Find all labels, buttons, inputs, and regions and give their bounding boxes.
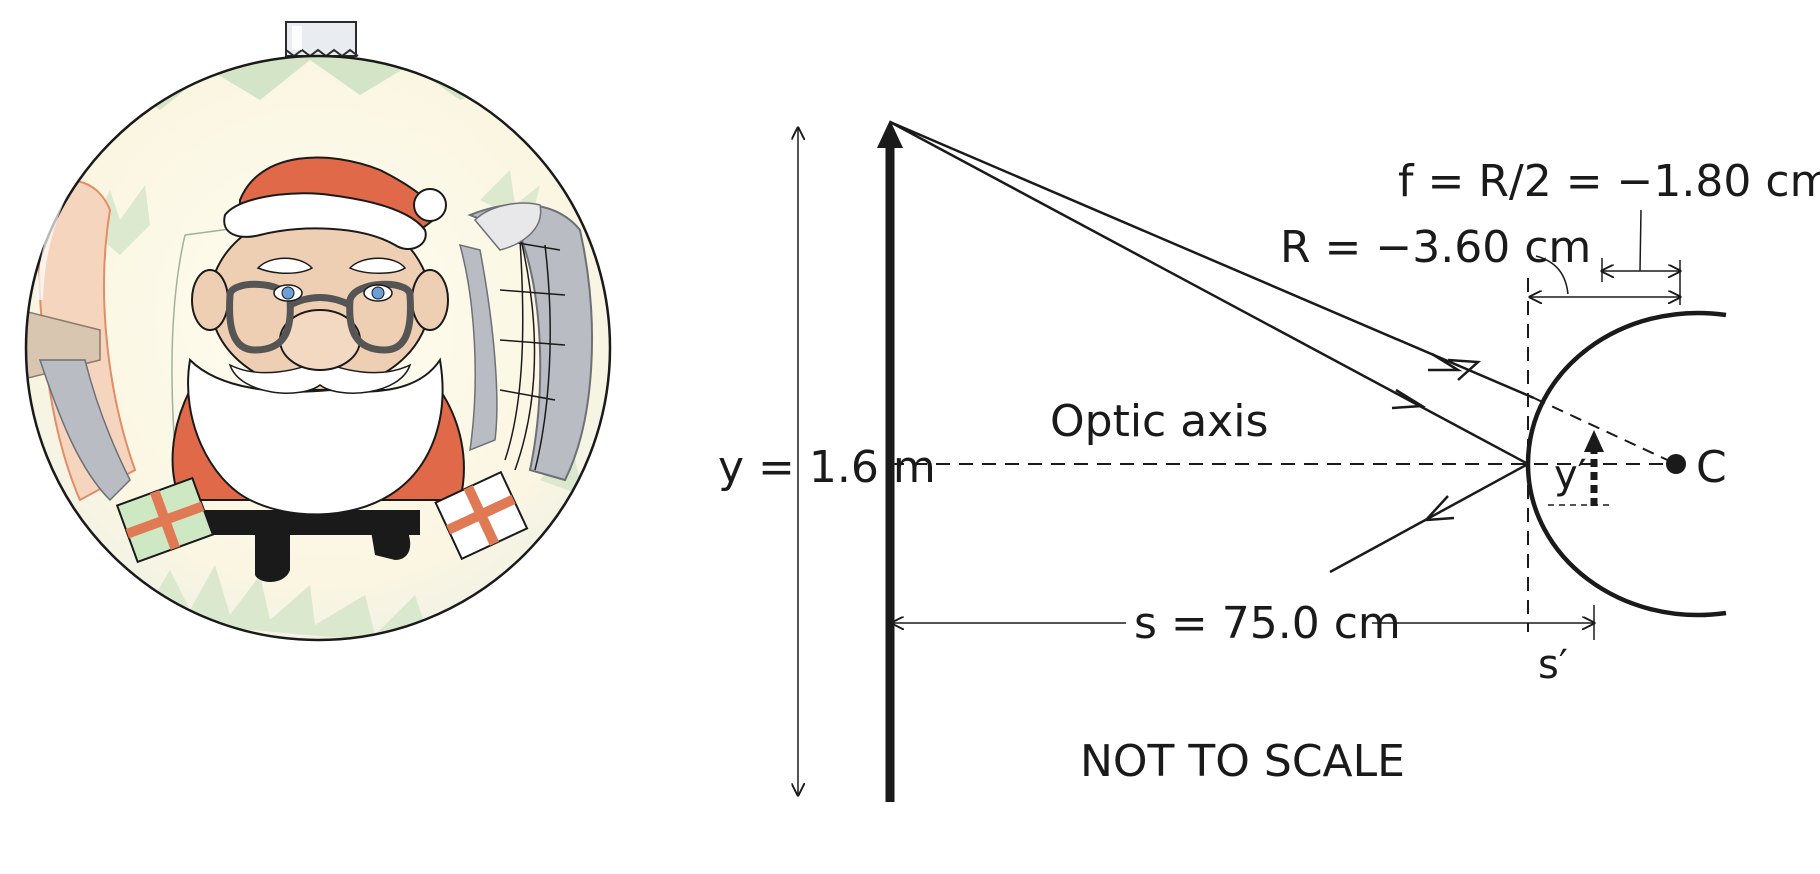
ray-toward-center (889, 120, 1535, 400)
object-arrow (877, 120, 903, 802)
object-height-label: y = 1.6 m (718, 442, 936, 493)
diagram-labels: f = R/2 = −1.80 cm R = −3.60 cm Optic ax… (718, 156, 1820, 787)
center-label: C (1696, 442, 1727, 493)
not-to-scale-note: NOT TO SCALE (1080, 736, 1405, 787)
image-height-label: y′ (1554, 452, 1587, 498)
optic-axis-label: Optic axis (1050, 396, 1268, 447)
center-of-curvature-point (1666, 454, 1686, 474)
santa-beard (187, 357, 444, 516)
object-distance-label: s = 75.0 cm (1134, 598, 1401, 649)
santa-hat (223, 156, 447, 250)
ornament-reflection (26, 56, 600, 640)
radius-label: R = −3.60 cm (1280, 222, 1591, 273)
christmas-ornament-illustration (24, 21, 612, 642)
ornament-rim (24, 54, 612, 642)
gift-green (115, 476, 215, 564)
ornament-cap (285, 21, 359, 58)
santa-figure (171, 156, 465, 582)
ray-diagram (798, 120, 1727, 802)
focal-length-label: f = R/2 = −1.80 cm (1398, 156, 1820, 207)
image-distance-label: s′ (1538, 642, 1568, 688)
gift-white (434, 470, 529, 561)
image-arrow (1548, 430, 1612, 506)
santa-eyes (273, 284, 393, 302)
